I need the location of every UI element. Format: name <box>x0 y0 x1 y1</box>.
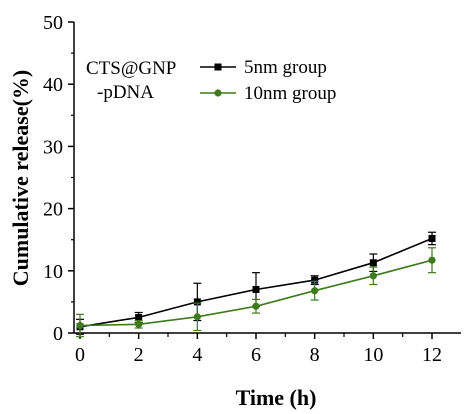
data-point <box>311 276 319 284</box>
data-point <box>76 321 84 330</box>
series-2 <box>76 247 436 338</box>
data-point <box>193 313 201 321</box>
annotation-line-1: CTS@GNP <box>86 58 176 79</box>
y-axis-title: Cumulative release(%) <box>8 70 33 287</box>
y-tick-label: 50 <box>43 12 63 34</box>
data-point <box>193 298 201 306</box>
x-tick-label: 12 <box>422 344 442 366</box>
data-point <box>311 287 319 295</box>
x-tick-label: 10 <box>363 344 383 366</box>
legend-marker <box>214 63 222 71</box>
data-point <box>252 302 260 310</box>
data-point <box>428 234 436 242</box>
data-point <box>369 259 377 267</box>
y-tick-label: 40 <box>43 74 63 96</box>
series-1 <box>76 231 436 335</box>
legend-item: 5nm group <box>200 57 327 78</box>
legend-label: 10nm group <box>244 83 336 104</box>
x-ticks: 0 2 4 6 8 10 12 <box>75 333 442 366</box>
y-ticks: 0 10 20 30 40 50 <box>43 12 74 345</box>
annotation-line-2: -pDNA <box>97 82 154 103</box>
x-axis-title: Time (h) <box>236 385 317 410</box>
x-tick-label: 4 <box>192 344 202 366</box>
x-tick-label: 8 <box>310 344 320 366</box>
legend-label: 5nm group <box>244 57 327 78</box>
x-tick-label: 6 <box>251 344 261 366</box>
x-tick-label: 2 <box>134 344 144 366</box>
data-point <box>135 320 143 328</box>
x-tick-label: 0 <box>75 344 85 366</box>
y-tick-label: 0 <box>53 323 63 345</box>
y-tick-label: 30 <box>43 136 63 158</box>
data-point <box>252 285 260 293</box>
data-point <box>428 256 436 264</box>
legend-item: 10nm group <box>200 83 336 104</box>
y-tick-label: 10 <box>43 261 63 283</box>
legend: 5nm group 10nm group <box>200 57 336 104</box>
y-tick-label: 20 <box>43 199 63 221</box>
data-point <box>369 272 377 280</box>
legend-marker <box>214 89 222 97</box>
series-layer <box>76 231 436 338</box>
data-point <box>135 313 143 321</box>
